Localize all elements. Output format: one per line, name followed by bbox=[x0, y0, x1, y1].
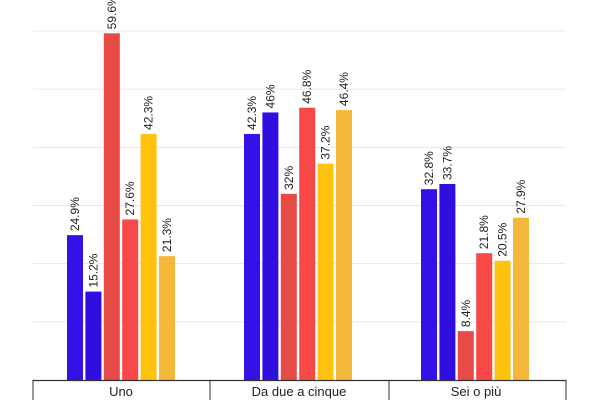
data-label: 33.7% bbox=[440, 146, 454, 180]
bar-uno-2 bbox=[85, 291, 102, 380]
data-label: 32.8% bbox=[422, 151, 436, 185]
bar-da-due-a-cinque-1 bbox=[244, 133, 260, 380]
bar-sei-o-pi--6 bbox=[513, 217, 529, 380]
bar-uno-4 bbox=[122, 219, 139, 380]
bars bbox=[67, 33, 529, 381]
data-label: 46.4% bbox=[337, 72, 351, 106]
bar-da-due-a-cinque-2 bbox=[262, 112, 279, 380]
bar-sei-o-pi--4 bbox=[476, 253, 493, 380]
x-tick-label: Sei o più bbox=[451, 384, 502, 399]
bar-da-due-a-cinque-3 bbox=[280, 193, 297, 380]
data-label: 8.4% bbox=[459, 299, 473, 327]
data-label: 46.8% bbox=[300, 69, 314, 103]
x-axis: Uno Da due a cinque Sei o più bbox=[32, 379, 567, 400]
data-label: 42.3% bbox=[245, 96, 259, 130]
bar-uno-5 bbox=[140, 133, 157, 380]
data-label: 24.9% bbox=[68, 197, 82, 231]
bar-uno-6 bbox=[159, 256, 175, 380]
data-label: 37.2% bbox=[319, 125, 333, 159]
data-label: 27.6% bbox=[123, 181, 137, 215]
bar-sei-o-pi--3 bbox=[457, 331, 474, 380]
data-label: 21.8% bbox=[477, 215, 491, 249]
data-label: 21.3% bbox=[160, 218, 174, 252]
bar-da-due-a-cinque-4 bbox=[299, 107, 316, 380]
bar-sei-o-pi--2 bbox=[439, 183, 456, 380]
data-label: 27.9% bbox=[514, 179, 528, 213]
data-label: 20.5% bbox=[496, 222, 510, 256]
data-label: 15.2% bbox=[86, 253, 100, 287]
data-label: 46% bbox=[263, 84, 277, 108]
data-label: 59.6% bbox=[105, 0, 119, 29]
bar-sei-o-pi--1 bbox=[421, 189, 437, 380]
data-label: 42.3% bbox=[142, 96, 156, 130]
bar-da-due-a-cinque-6 bbox=[336, 110, 352, 381]
x-tick-label: Da due a cinque bbox=[252, 384, 347, 399]
bar-sei-o-pi--5 bbox=[494, 260, 511, 380]
x-tick-label: Uno bbox=[109, 384, 133, 399]
bar-uno-3 bbox=[103, 33, 120, 381]
bar-da-due-a-cinque-5 bbox=[317, 163, 334, 380]
value-labels: 24.9% 15.2% 59.6% 27.6% 42.3% 21.3% 42.3% 46% 32… bbox=[68, 0, 528, 327]
bar-uno-1 bbox=[67, 235, 83, 380]
data-label: 32% bbox=[282, 166, 296, 190]
